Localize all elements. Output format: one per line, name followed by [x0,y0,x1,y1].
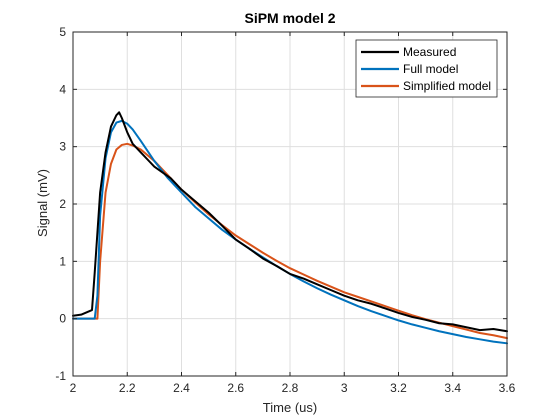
legend: Measured Full model Simplified model [355,39,498,98]
y-tick-label: 5 [59,25,66,39]
x-tick-label: 3.2 [390,381,407,395]
series-layer [72,111,508,345]
x-tick-label: 3.6 [499,381,516,395]
y-tick-label: 1 [59,254,66,268]
legend-label-simplified-model: Simplified model [403,79,491,93]
x-tick-label: 2.6 [227,381,244,395]
series-line-measured [72,111,508,333]
legend-label-full-model: Full model [403,62,458,76]
tick-marks [72,31,508,377]
x-tick-label: 3.4 [444,381,461,395]
x-tick-label: 2.2 [119,381,136,395]
y-tick-label: 0 [59,312,66,326]
y-tick-label: 2 [59,197,66,211]
x-tick-labels: 2 2.2 2.4 2.6 2.8 3 3.2 3.4 3.6 [70,381,516,395]
y-tick-label: 4 [59,82,66,96]
legend-label-measured: Measured [403,45,456,59]
x-tick-label: 2.4 [173,381,190,395]
y-tick-labels: -1 0 1 2 3 4 5 [55,25,66,383]
y-tick-label: 3 [59,140,66,154]
y-tick-label: -1 [55,369,66,383]
chart-title: SiPM model 2 [244,10,335,26]
x-axis-label: Time (us) [263,400,317,415]
x-tick-label: 3 [341,381,348,395]
x-tick-label: 2.8 [282,381,299,395]
y-axis-label: Signal (mV) [35,169,50,237]
x-tick-label: 2 [70,381,77,395]
